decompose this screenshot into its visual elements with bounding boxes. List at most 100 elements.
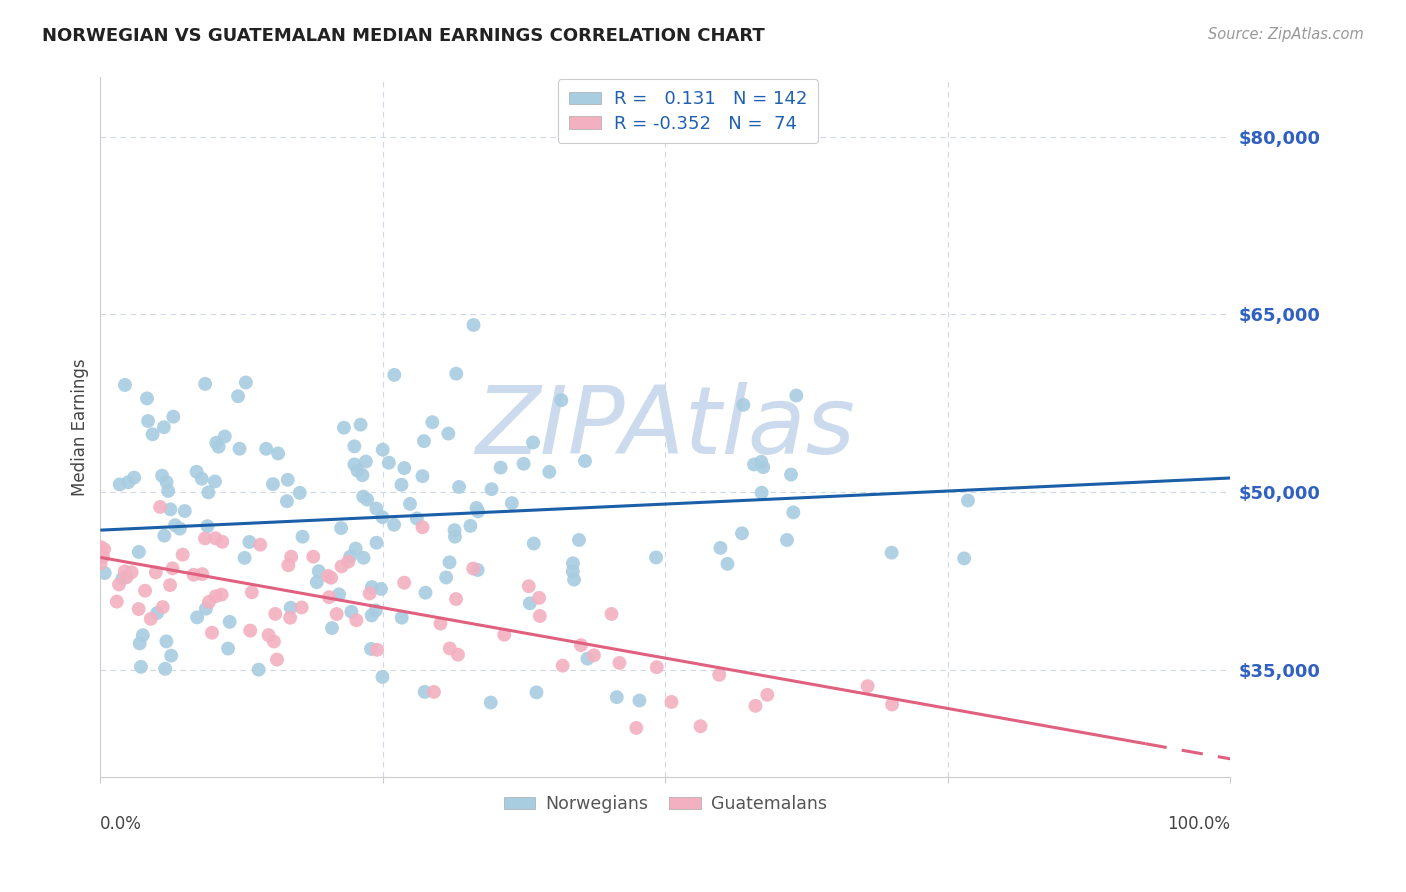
Point	[325, 607, 347, 621]
Point	[337, 555, 360, 569]
Point	[562, 556, 585, 570]
Point	[201, 625, 224, 640]
Point	[183, 567, 205, 582]
Point	[522, 435, 544, 450]
Point	[217, 641, 239, 656]
Point	[128, 545, 150, 559]
Point	[204, 531, 226, 545]
Point	[343, 439, 366, 453]
Point	[880, 698, 903, 712]
Point	[136, 414, 159, 428]
Point	[600, 607, 623, 621]
Point	[302, 549, 325, 564]
Point	[446, 367, 468, 381]
Point	[117, 475, 139, 490]
Point	[366, 642, 388, 657]
Point	[264, 607, 287, 621]
Point	[157, 483, 180, 498]
Point	[142, 427, 165, 442]
Point	[280, 600, 302, 615]
Point	[344, 541, 367, 556]
Point	[132, 628, 155, 642]
Point	[194, 601, 217, 615]
Point	[412, 520, 434, 534]
Point	[661, 695, 683, 709]
Point	[186, 465, 208, 479]
Point	[330, 521, 353, 535]
Point	[226, 389, 249, 403]
Point	[394, 461, 416, 475]
Text: Source: ZipAtlas.com: Source: ZipAtlas.com	[1208, 27, 1364, 42]
Point	[108, 577, 131, 591]
Point	[494, 628, 516, 642]
Point	[463, 561, 485, 575]
Point	[568, 533, 591, 547]
Point	[122, 470, 145, 484]
Point	[134, 583, 156, 598]
Point	[162, 409, 184, 424]
Point	[173, 504, 195, 518]
Point	[266, 652, 288, 666]
Point	[489, 460, 512, 475]
Point	[352, 490, 374, 504]
Point	[378, 456, 401, 470]
Point	[780, 467, 803, 482]
Point	[291, 600, 314, 615]
Point	[321, 621, 343, 635]
Point	[238, 535, 260, 549]
Point	[628, 693, 651, 707]
Point	[139, 612, 162, 626]
Point	[391, 610, 413, 624]
Point	[197, 519, 219, 533]
Point	[305, 575, 328, 590]
Point	[716, 557, 738, 571]
Point	[361, 580, 384, 594]
Point	[333, 420, 356, 434]
Point	[733, 398, 755, 412]
Point	[91, 549, 114, 564]
Point	[415, 585, 437, 599]
Point	[172, 548, 194, 562]
Point	[339, 549, 361, 564]
Text: 100.0%: 100.0%	[1167, 815, 1230, 833]
Point	[105, 594, 128, 608]
Point	[439, 555, 461, 569]
Point	[160, 648, 183, 663]
Point	[370, 582, 392, 596]
Point	[371, 442, 394, 457]
Point	[318, 590, 340, 604]
Point	[108, 477, 131, 491]
Point	[606, 690, 628, 705]
Point	[519, 596, 541, 610]
Point	[582, 648, 605, 663]
Point	[382, 517, 405, 532]
Point	[523, 536, 546, 550]
Point	[776, 533, 799, 547]
Point	[463, 318, 485, 332]
Point	[371, 670, 394, 684]
Point	[328, 587, 350, 601]
Point	[744, 698, 766, 713]
Point	[263, 634, 285, 648]
Point	[785, 388, 807, 402]
Point	[353, 550, 375, 565]
Point	[267, 446, 290, 460]
Point	[254, 442, 277, 456]
Point	[204, 475, 226, 489]
Point	[364, 603, 387, 617]
Point	[159, 578, 181, 592]
Legend: Norwegians, Guatemalans: Norwegians, Guatemalans	[496, 789, 834, 821]
Point	[235, 376, 257, 390]
Text: ZIPAtlas: ZIPAtlas	[475, 382, 855, 473]
Point	[186, 610, 208, 624]
Point	[162, 561, 184, 575]
Point	[128, 602, 150, 616]
Point	[391, 477, 413, 491]
Point	[291, 530, 314, 544]
Point	[423, 685, 446, 699]
Point	[550, 393, 572, 408]
Point	[239, 624, 262, 638]
Point	[344, 613, 367, 627]
Y-axis label: Median Earnings: Median Earnings	[72, 359, 89, 496]
Point	[551, 658, 574, 673]
